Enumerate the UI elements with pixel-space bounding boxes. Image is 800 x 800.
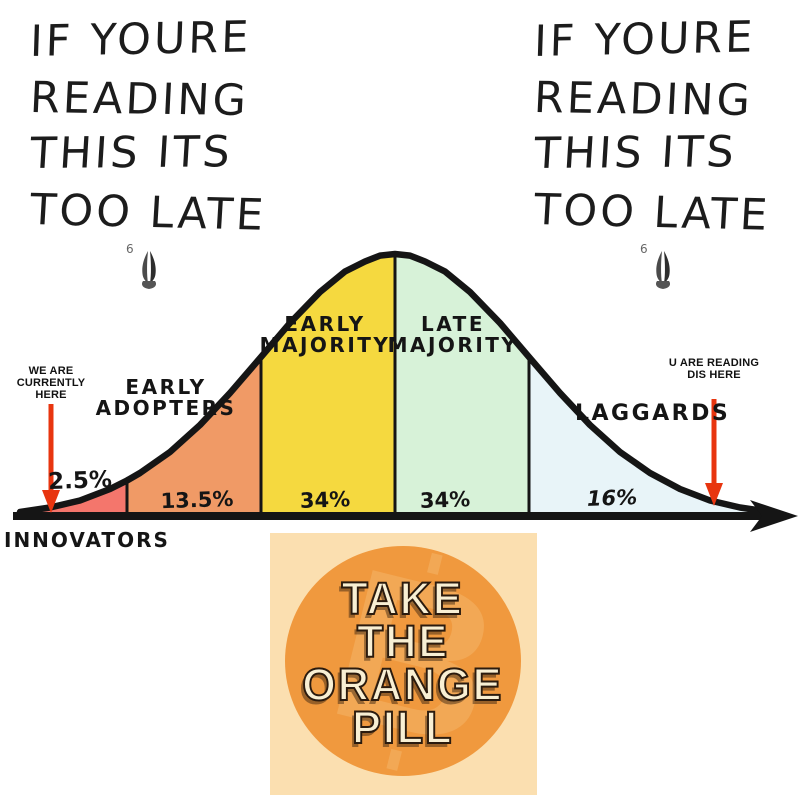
percent-innovators: 2.5% [47, 466, 113, 496]
annotation-we-are-here: WE ARE CURRENTLY HERE [16, 365, 86, 401]
annotation-u-are-reading: U ARE READING DIS HERE [668, 357, 760, 381]
we-are-here-arrow [42, 404, 60, 513]
percent-early-adopters: 13.5% [160, 486, 234, 514]
percent-early-majority: 34% [299, 487, 351, 513]
praying-hands-icon: 6 [638, 242, 682, 292]
drake-cover-left: IF YOURE READING THIS ITS TOO LATE [28, 12, 290, 240]
label-early-adopters: EARLY ADOPTERS [95, 375, 237, 420]
footnote-six: 6 [126, 242, 134, 256]
orange-pill-card: B TAKE THE ORANGE PILL [270, 533, 537, 795]
drake-line: TOO LATE [28, 185, 268, 241]
pill-line: ORANGE [301, 659, 504, 710]
drake-line: IF YOURE [29, 12, 253, 68]
label-innovators: INNOVATORS [4, 528, 170, 552]
drake-cover-right: IF YOURE READING THIS ITS TOO LATE [532, 12, 794, 240]
segment-dividers [125, 256, 531, 514]
orange-pill-text: TAKE THE ORANGE PILL [285, 546, 521, 776]
axis-arrowhead [750, 500, 798, 532]
footnote-six: 6 [640, 242, 648, 256]
label-early-majority: EARLY MAJORITY [259, 312, 391, 357]
drake-line: IF YOURE [533, 12, 757, 68]
label-late-majority: LATE MAJORITY [387, 312, 519, 357]
x-axis [13, 500, 798, 532]
drake-line: READING [28, 73, 251, 127]
curve-outline [16, 250, 774, 516]
percent-laggards: 16% [586, 485, 638, 511]
pill-line: PILL [351, 702, 454, 753]
label-laggards: LAGGARDS [575, 401, 731, 426]
u-are-reading-arrow [705, 399, 723, 506]
percent-late-majority: 34% [419, 487, 471, 513]
orange-pill-circle: B TAKE THE ORANGE PILL [285, 546, 521, 776]
drake-line: THIS ITS [532, 127, 739, 180]
praying-hands-icon: 6 [124, 242, 168, 292]
drake-line: READING [532, 73, 755, 127]
drake-line: TOO LATE [532, 185, 772, 241]
pill-line: TAKE [341, 573, 465, 624]
drake-line: THIS ITS [28, 127, 235, 180]
pill-line: THE [356, 616, 450, 667]
